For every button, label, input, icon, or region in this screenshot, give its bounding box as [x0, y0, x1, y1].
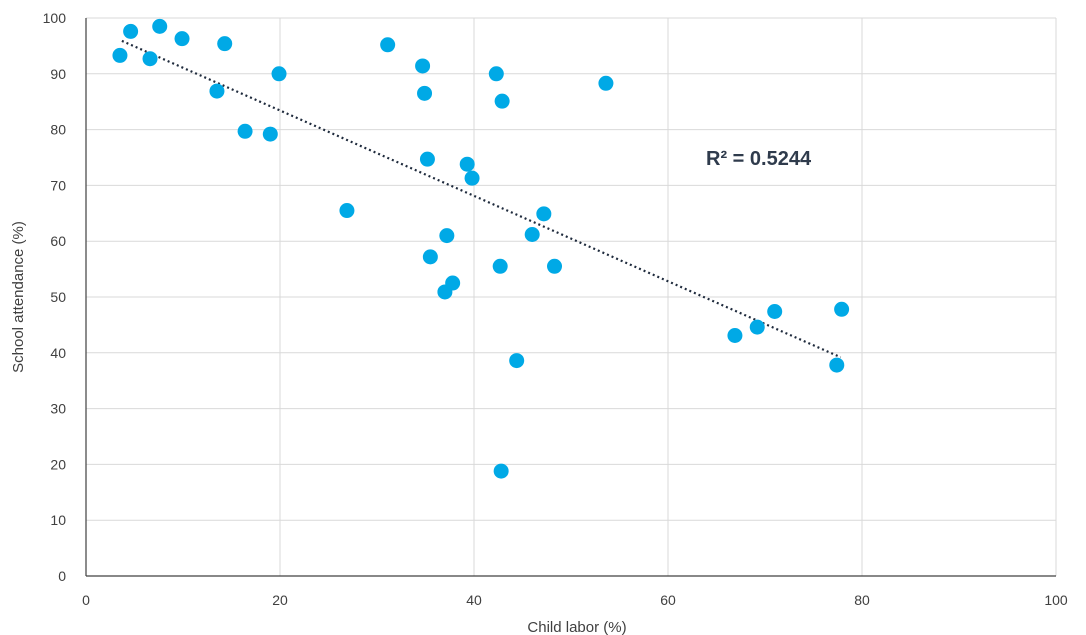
data-point — [439, 228, 455, 244]
data-point — [509, 353, 525, 369]
data-point — [217, 36, 233, 52]
data-point — [834, 301, 850, 317]
y-tick-label: 50 — [50, 289, 66, 305]
y-tick-label: 40 — [50, 345, 66, 361]
data-point — [417, 85, 433, 101]
data-point — [174, 31, 190, 47]
data-point — [598, 75, 614, 91]
axes — [85, 18, 1056, 577]
y-tick-label: 70 — [50, 177, 66, 193]
y-axis-title: School attendance (%) — [10, 221, 27, 373]
x-tick-label: 40 — [466, 592, 482, 608]
data-point — [749, 319, 765, 335]
data-point — [494, 93, 510, 109]
y-tick-label: 80 — [50, 122, 66, 138]
data-point — [422, 249, 438, 265]
x-tick-label: 0 — [82, 592, 90, 608]
y-tick-label: 0 — [58, 568, 66, 584]
data-point — [152, 18, 168, 34]
y-tick-label: 30 — [50, 401, 66, 417]
data-point — [339, 203, 355, 219]
x-tick-label: 100 — [1044, 592, 1068, 608]
x-tick-label: 80 — [854, 592, 870, 608]
data-point — [123, 23, 139, 39]
y-tick-label: 10 — [50, 512, 66, 528]
data-point — [767, 304, 783, 320]
y-tick-label: 90 — [50, 66, 66, 82]
data-point — [459, 156, 475, 172]
data-point — [380, 37, 396, 53]
data-point — [829, 357, 845, 373]
data-point — [492, 258, 508, 274]
data-point — [493, 463, 509, 479]
x-axis-title: Child labor (%) — [527, 619, 626, 635]
y-tick-label: 20 — [50, 456, 66, 472]
data-point — [209, 83, 225, 99]
x-tick-label: 60 — [660, 592, 676, 608]
data-point — [262, 126, 278, 142]
data-point — [142, 51, 158, 67]
data-point — [445, 275, 461, 291]
x-tick-label: 20 — [272, 592, 288, 608]
r-squared-annotation: R² = 0.5244 — [706, 148, 812, 170]
data-point — [112, 47, 128, 63]
data-point — [237, 123, 253, 139]
data-point — [415, 58, 431, 74]
trendline — [121, 39, 842, 359]
data-point — [271, 66, 287, 82]
gridlines — [86, 17, 1057, 576]
y-tick-label: 60 — [50, 233, 66, 249]
data-point — [464, 170, 480, 186]
y-tick-label: 100 — [43, 10, 67, 26]
data-point — [547, 258, 563, 274]
data-point — [524, 227, 540, 243]
data-points — [112, 18, 850, 479]
data-point — [727, 328, 743, 344]
data-point — [536, 206, 552, 222]
data-point — [419, 151, 435, 167]
data-point — [488, 66, 504, 82]
tick-labels: 0 10 20 30 40 50 60 70 80 90 100 0 20 40 60 80 100 — [43, 10, 1068, 608]
